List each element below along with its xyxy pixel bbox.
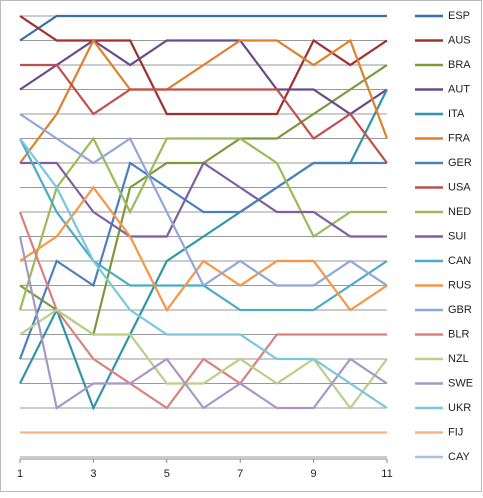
series-line xyxy=(19,113,388,288)
series-line xyxy=(19,15,388,116)
series-line xyxy=(18,211,387,410)
legend-label: BRA xyxy=(448,59,471,71)
legend-label: USA xyxy=(448,181,471,193)
legend-label: FIJ xyxy=(448,426,463,438)
series-line xyxy=(20,161,387,238)
legend-label: NED xyxy=(448,206,471,218)
legend-label: ESP xyxy=(448,10,470,22)
legend-label: FRA xyxy=(448,132,471,144)
legend-label: BLR xyxy=(448,328,469,340)
legend-label: AUS xyxy=(448,34,471,46)
legend-label: SUI xyxy=(448,230,466,242)
legend-label: NZL xyxy=(448,353,469,365)
series-line xyxy=(19,308,388,410)
legend-label: RUS xyxy=(448,279,471,291)
series-line xyxy=(19,14,387,42)
series-line xyxy=(18,236,388,410)
x-tick-label: 11 xyxy=(381,468,392,480)
legend-label: ITA xyxy=(448,108,465,120)
x-tick-label: 9 xyxy=(311,468,317,480)
x-tick-label: 1 xyxy=(17,468,23,480)
legend-label: UKR xyxy=(448,402,471,414)
series-line xyxy=(19,38,389,164)
legend-label: CAN xyxy=(448,255,471,267)
series-line xyxy=(19,39,388,116)
legend-label: CAY xyxy=(448,451,470,463)
x-tick-label: 7 xyxy=(237,468,243,480)
legend-label: GER xyxy=(448,157,472,169)
series-line xyxy=(20,63,388,164)
legend-label: AUT xyxy=(448,83,470,95)
series-line xyxy=(18,161,387,360)
series-line xyxy=(19,137,388,409)
x-tick-label: 5 xyxy=(164,468,170,480)
x-tick-label: 3 xyxy=(90,468,96,480)
legend-label: SWE xyxy=(448,377,473,389)
legend-label: GBR xyxy=(448,304,472,316)
